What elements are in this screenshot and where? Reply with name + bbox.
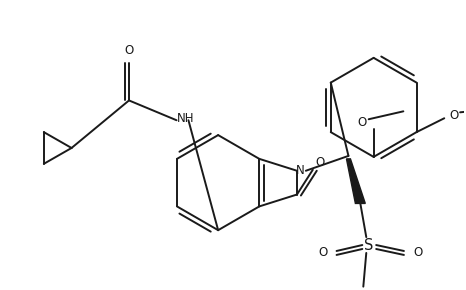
Text: O: O	[413, 246, 422, 260]
Text: O: O	[450, 109, 459, 122]
Polygon shape	[347, 159, 365, 203]
Text: O: O	[357, 116, 366, 129]
Text: O: O	[318, 246, 327, 260]
Text: NH: NH	[177, 112, 194, 125]
Text: O: O	[124, 44, 134, 57]
Text: O: O	[315, 156, 324, 169]
Text: S: S	[363, 238, 373, 253]
Text: N: N	[295, 164, 304, 177]
